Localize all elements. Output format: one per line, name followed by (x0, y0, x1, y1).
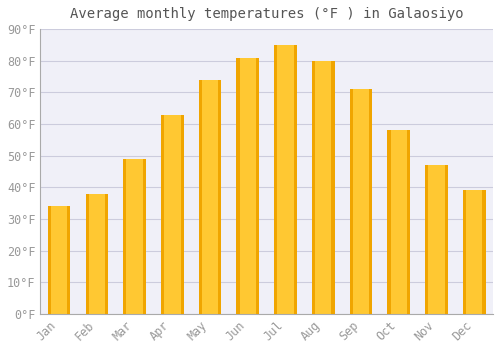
Bar (350, 89, 372, 314)
Bar (124, 159, 146, 314)
Bar (48, 206, 51, 314)
Bar (369, 89, 372, 314)
Bar (218, 80, 222, 314)
Bar (256, 57, 259, 314)
Bar (463, 190, 466, 314)
Bar (332, 61, 334, 314)
Bar (236, 57, 259, 314)
Bar (350, 89, 353, 314)
Bar (312, 61, 334, 314)
Bar (86, 194, 108, 314)
Bar (86, 194, 88, 314)
Bar (407, 130, 410, 314)
Bar (274, 45, 297, 314)
Bar (274, 45, 278, 314)
Title: Average monthly temperatures (°F ) in Galaosiyo: Average monthly temperatures (°F ) in Ga… (70, 7, 464, 21)
Bar (425, 165, 448, 314)
Bar (161, 114, 184, 314)
Bar (425, 165, 428, 314)
Bar (199, 80, 222, 314)
Bar (180, 114, 184, 314)
Bar (105, 194, 108, 314)
Bar (161, 114, 164, 314)
Bar (143, 159, 146, 314)
Bar (312, 61, 315, 314)
Bar (388, 130, 410, 314)
Bar (68, 206, 70, 314)
Bar (236, 57, 240, 314)
Bar (388, 130, 390, 314)
Bar (294, 45, 297, 314)
Bar (48, 206, 70, 314)
Bar (124, 159, 126, 314)
Bar (482, 190, 486, 314)
Bar (463, 190, 485, 314)
Bar (444, 165, 448, 314)
Bar (199, 80, 202, 314)
